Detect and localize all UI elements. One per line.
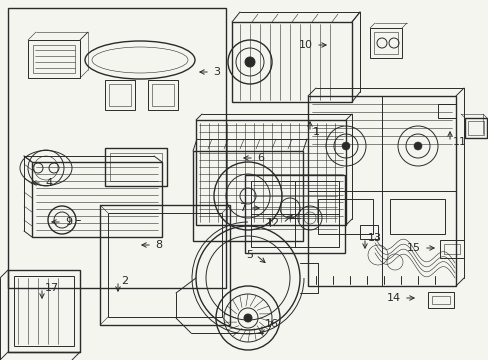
Text: 15: 15 xyxy=(406,243,420,253)
Text: 16: 16 xyxy=(264,319,279,329)
Bar xyxy=(427,292,453,308)
Bar xyxy=(373,32,397,54)
Bar xyxy=(307,96,455,286)
Bar xyxy=(105,80,135,110)
Text: 17: 17 xyxy=(45,283,59,293)
Bar xyxy=(467,121,483,135)
Bar xyxy=(359,225,377,239)
Bar xyxy=(8,8,225,288)
Bar xyxy=(32,162,162,237)
Bar xyxy=(443,244,459,254)
Text: 11: 11 xyxy=(452,137,466,147)
Bar xyxy=(33,45,75,73)
Text: 1: 1 xyxy=(312,127,319,137)
Circle shape xyxy=(341,142,349,150)
Bar xyxy=(369,28,401,58)
Bar xyxy=(108,213,222,317)
Text: 2: 2 xyxy=(121,276,128,286)
Text: 13: 13 xyxy=(367,233,381,243)
Bar xyxy=(152,84,174,106)
Bar xyxy=(437,104,455,118)
Text: 4: 4 xyxy=(45,178,52,188)
Text: 10: 10 xyxy=(298,40,312,50)
Bar xyxy=(389,199,444,234)
Text: 5: 5 xyxy=(245,250,252,260)
Bar xyxy=(148,80,178,110)
Bar xyxy=(100,205,229,325)
Circle shape xyxy=(244,314,251,322)
Bar xyxy=(14,276,74,346)
Text: 6: 6 xyxy=(257,153,264,163)
Bar xyxy=(250,181,338,247)
Bar xyxy=(317,199,372,234)
Circle shape xyxy=(413,142,421,150)
Bar xyxy=(439,240,463,258)
Bar xyxy=(196,120,346,225)
Bar xyxy=(28,40,80,78)
Text: 7: 7 xyxy=(238,203,245,213)
Text: 12: 12 xyxy=(265,218,280,228)
Bar xyxy=(244,175,345,253)
Bar xyxy=(8,270,80,352)
Text: 14: 14 xyxy=(386,293,400,303)
Bar xyxy=(231,22,351,102)
Bar xyxy=(109,84,131,106)
Circle shape xyxy=(244,57,254,67)
Bar xyxy=(105,148,167,186)
Bar xyxy=(193,151,303,241)
Bar xyxy=(464,118,486,138)
Text: 3: 3 xyxy=(213,67,220,77)
Bar xyxy=(110,153,162,181)
Bar xyxy=(431,296,449,304)
Text: 9: 9 xyxy=(65,217,72,227)
Text: 8: 8 xyxy=(155,240,162,250)
